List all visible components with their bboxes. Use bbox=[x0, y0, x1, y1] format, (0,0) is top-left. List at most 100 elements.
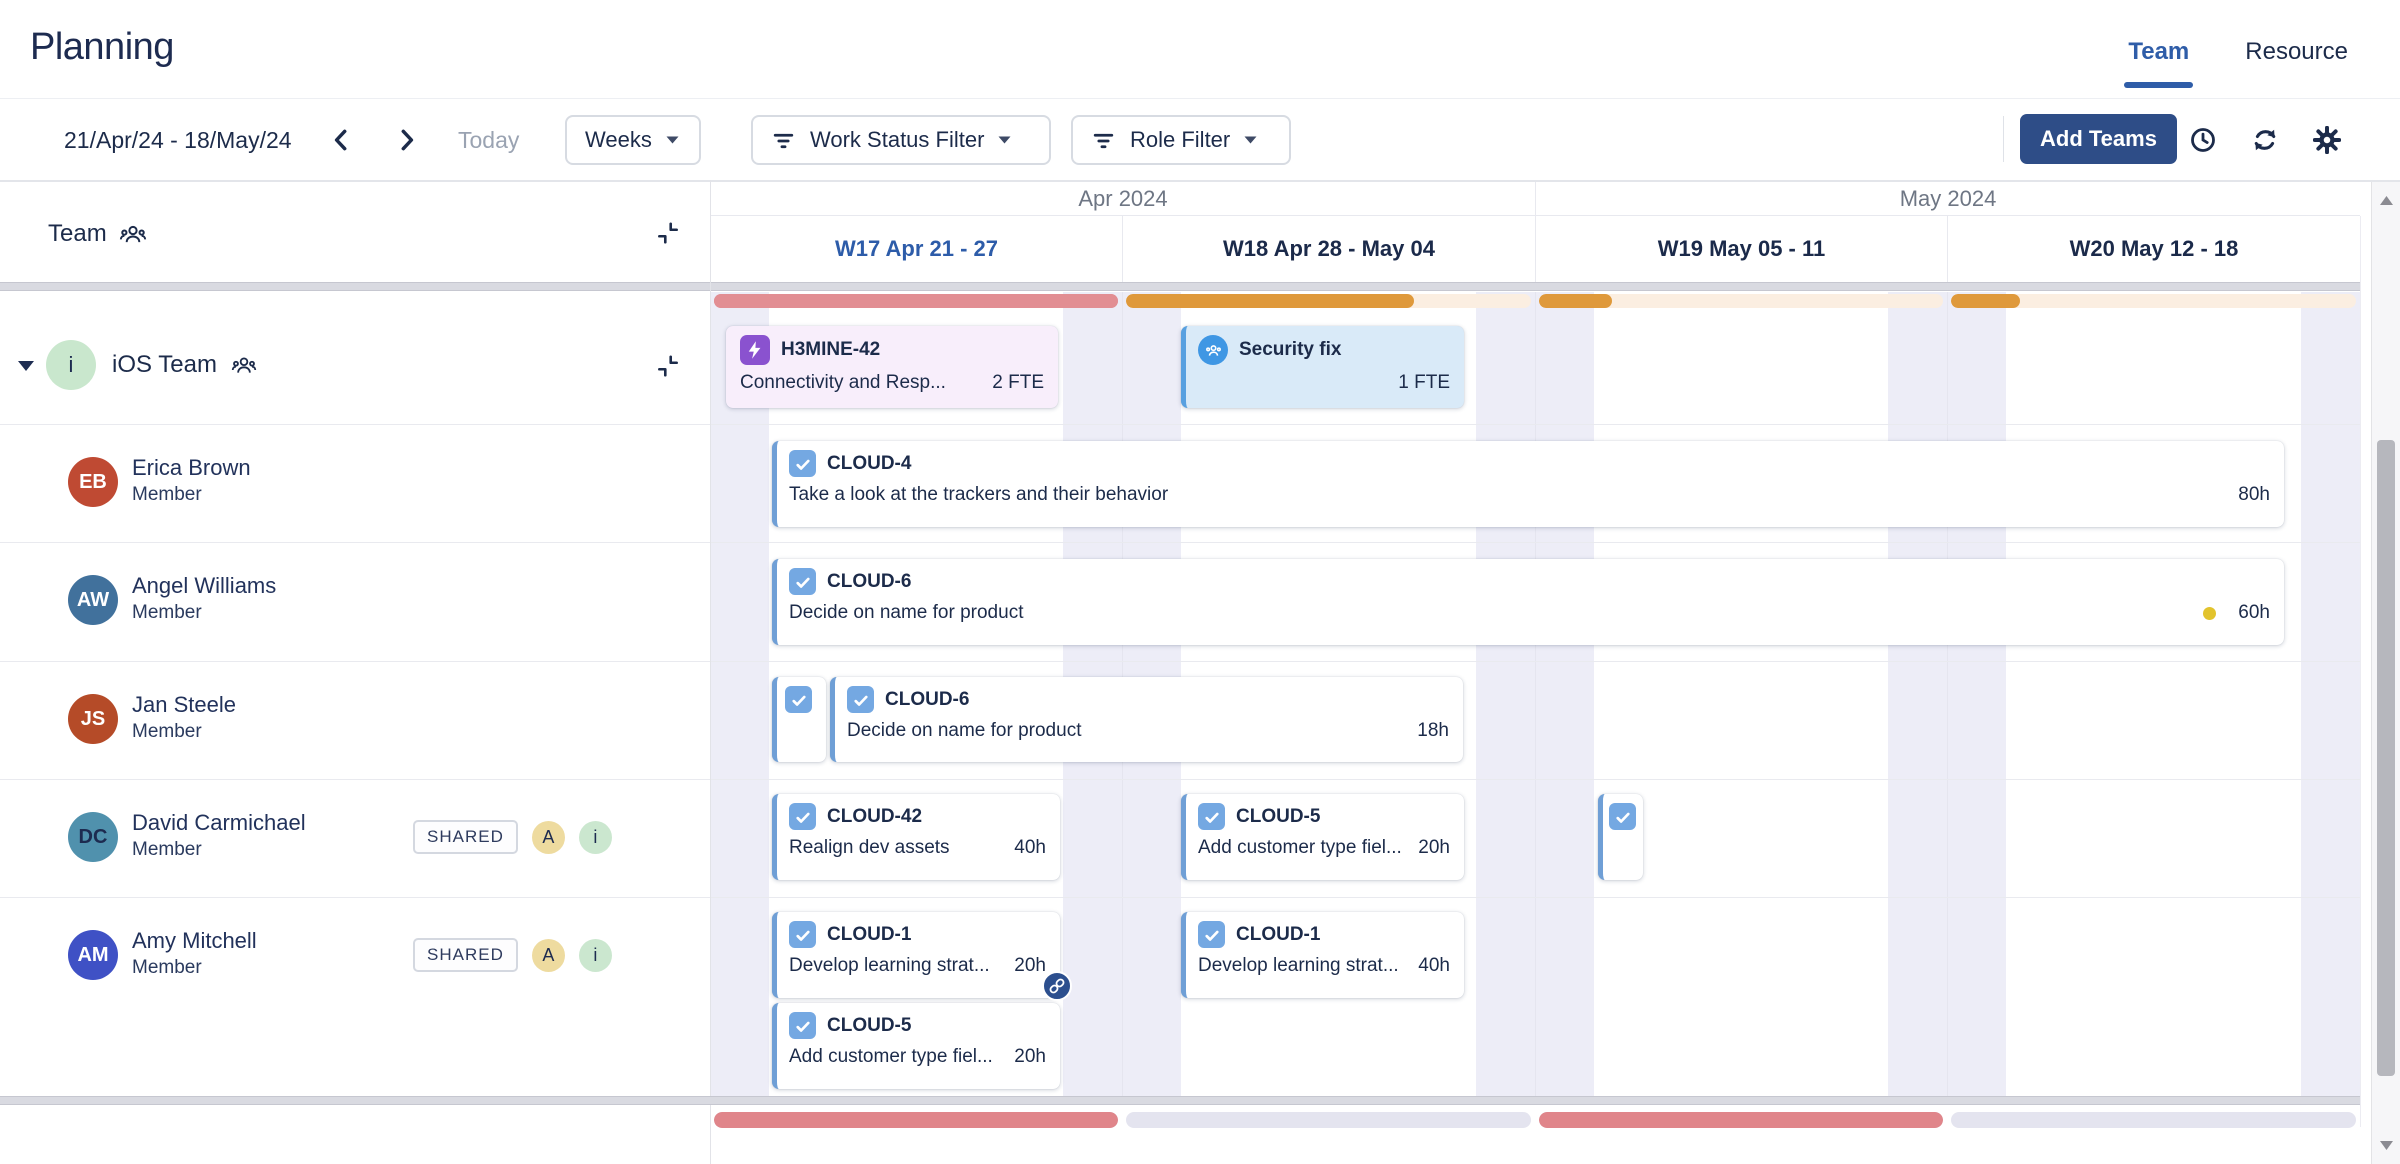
team-column-label: Team bbox=[48, 220, 107, 247]
link-icon[interactable] bbox=[1042, 971, 1072, 1001]
task-key: CLOUD-6 bbox=[827, 570, 912, 592]
capacity-bottom-w19 bbox=[1539, 1112, 1943, 1128]
task-summary: Take a look at the trackers and their be… bbox=[789, 484, 1169, 505]
weekend-stripe bbox=[2301, 292, 2360, 1096]
week-header-w19[interactable]: W19 May 05 - 11 bbox=[1535, 216, 1947, 282]
avatar: AW bbox=[68, 575, 118, 625]
task-type-icon bbox=[1198, 921, 1225, 948]
task-type-icon bbox=[789, 1012, 816, 1039]
team-tag-i[interactable]: i bbox=[578, 938, 612, 972]
member-row: AM Amy Mitchell Member SHARED A i bbox=[0, 897, 710, 1096]
team-plan-title: Security fix bbox=[1239, 339, 1342, 360]
capacity-bar-w20 bbox=[1951, 294, 2356, 308]
epic-lightning-icon bbox=[740, 335, 770, 365]
collapse-team-lane-button[interactable] bbox=[655, 353, 681, 379]
task-card[interactable]: CLOUD-6 Decide on name for product 60h bbox=[772, 559, 2284, 645]
member-role: Member bbox=[132, 484, 202, 505]
task-hours: 18h bbox=[1417, 720, 1449, 741]
task-card[interactable]: CLOUD-1 Develop learning strat... 40h bbox=[1181, 912, 1464, 998]
capacity-bottom-w17 bbox=[714, 1112, 1118, 1128]
caret-down-icon bbox=[666, 136, 679, 144]
clock-icon bbox=[2189, 126, 2217, 154]
settings-button[interactable] bbox=[2305, 118, 2349, 162]
member-role: Member bbox=[132, 839, 202, 860]
scroll-down-arrow[interactable] bbox=[2380, 1141, 2393, 1150]
week-header-w20[interactable]: W20 May 12 - 18 bbox=[1947, 216, 2360, 282]
capacity-bar-w18 bbox=[1126, 294, 1531, 308]
avatar: DC bbox=[68, 812, 118, 862]
task-key: CLOUD-1 bbox=[1236, 923, 1321, 945]
week-header-w18[interactable]: W18 Apr 28 - May 04 bbox=[1122, 216, 1535, 282]
task-type-icon bbox=[789, 921, 816, 948]
zoom-select[interactable]: Weeks bbox=[565, 115, 701, 165]
member-name: Jan Steele bbox=[132, 692, 236, 717]
task-key: CLOUD-4 bbox=[827, 452, 912, 474]
shared-badge: SHARED bbox=[413, 820, 518, 854]
horizontal-scrollbar-top[interactable] bbox=[0, 282, 2360, 291]
add-teams-button[interactable]: Add Teams bbox=[2020, 114, 2177, 164]
funnel-icon bbox=[771, 128, 796, 153]
member-row: AW Angel Williams Member bbox=[0, 542, 710, 661]
header-divider bbox=[0, 98, 2400, 99]
task-summary: Decide on name for product bbox=[789, 602, 1024, 623]
team-plan-card[interactable]: Security fix 1 FTE bbox=[1181, 326, 1464, 408]
avatar: EB bbox=[68, 457, 118, 507]
task-card[interactable]: CLOUD-5 Add customer type fiel... 20h bbox=[1181, 794, 1464, 880]
horizontal-scrollbar-bottom[interactable] bbox=[0, 1096, 2360, 1105]
task-card-stub[interactable] bbox=[1598, 794, 1643, 880]
task-hours: 60h bbox=[2238, 602, 2270, 623]
team-plan-people-icon bbox=[1198, 335, 1228, 365]
member-row: JS Jan Steele Member bbox=[0, 661, 710, 779]
role-filter[interactable]: Role Filter bbox=[1071, 115, 1291, 165]
task-card[interactable]: CLOUD-42 Realign dev assets 40h bbox=[772, 794, 1060, 880]
work-status-filter[interactable]: Work Status Filter bbox=[751, 115, 1051, 165]
task-card-stub[interactable] bbox=[772, 677, 826, 762]
scrollbar-thumb[interactable] bbox=[2377, 440, 2395, 1076]
task-type-icon bbox=[785, 686, 812, 713]
task-card[interactable]: CLOUD-6 Decide on name for product 18h bbox=[830, 677, 1463, 762]
member-role: Member bbox=[132, 957, 202, 978]
week-header-w17[interactable]: W17 Apr 21 - 27 bbox=[834, 236, 999, 261]
task-key: CLOUD-1 bbox=[827, 923, 912, 945]
team-tag-a[interactable]: A bbox=[531, 820, 565, 854]
tab-resource[interactable]: Resource bbox=[2245, 38, 2348, 65]
epic-card[interactable]: H3MINE-42 Connectivity and Resp... 2 FTE bbox=[726, 326, 1058, 408]
team-tag-i[interactable]: i bbox=[578, 820, 612, 854]
task-type-icon bbox=[789, 803, 816, 830]
collapse-team-toggle[interactable] bbox=[16, 359, 36, 373]
chevron-right-icon bbox=[393, 127, 419, 153]
refresh-button[interactable] bbox=[2243, 118, 2287, 162]
date-range[interactable]: 21/Apr/24 - 18/May/24 bbox=[64, 127, 292, 153]
task-summary: Develop learning strat... bbox=[789, 955, 990, 976]
task-hours: 40h bbox=[1418, 955, 1450, 976]
task-type-icon bbox=[1609, 803, 1636, 830]
member-row: EB Erica Brown Member bbox=[0, 424, 710, 542]
next-period-button[interactable] bbox=[384, 118, 428, 162]
member-role: Member bbox=[132, 721, 202, 742]
epic-key: H3MINE-42 bbox=[781, 339, 881, 360]
team-plan-effort: 1 FTE bbox=[1398, 372, 1450, 393]
task-type-icon bbox=[847, 686, 874, 713]
people-group-icon[interactable] bbox=[231, 352, 257, 378]
task-card[interactable]: CLOUD-1 Develop learning strat... 20h bbox=[772, 912, 1072, 1001]
prev-period-button[interactable] bbox=[320, 118, 364, 162]
avatar: AM bbox=[68, 930, 118, 980]
week-gridline bbox=[1535, 292, 1536, 1096]
work-status-filter-label: Work Status Filter bbox=[810, 127, 985, 152]
team-tag-a[interactable]: A bbox=[531, 938, 565, 972]
zoom-select-value: Weeks bbox=[585, 127, 652, 152]
epic-summary: Connectivity and Resp... bbox=[740, 372, 946, 393]
tab-team[interactable]: Team bbox=[2124, 38, 2194, 88]
scroll-up-arrow[interactable] bbox=[2380, 196, 2393, 205]
task-key: CLOUD-6 bbox=[885, 688, 970, 710]
weekend-stripe bbox=[710, 292, 769, 1096]
chevron-left-icon bbox=[329, 127, 355, 153]
today-button[interactable]: Today bbox=[458, 127, 520, 153]
task-hours: 20h bbox=[1014, 955, 1046, 976]
vertical-scrollbar[interactable] bbox=[2371, 182, 2400, 1164]
collapse-panel-button[interactable] bbox=[655, 220, 681, 246]
history-button[interactable] bbox=[2181, 118, 2225, 162]
task-card[interactable]: CLOUD-4 Take a look at the trackers and … bbox=[772, 441, 2284, 527]
task-card[interactable]: CLOUD-5 Add customer type fiel... 20h bbox=[772, 1003, 1060, 1089]
